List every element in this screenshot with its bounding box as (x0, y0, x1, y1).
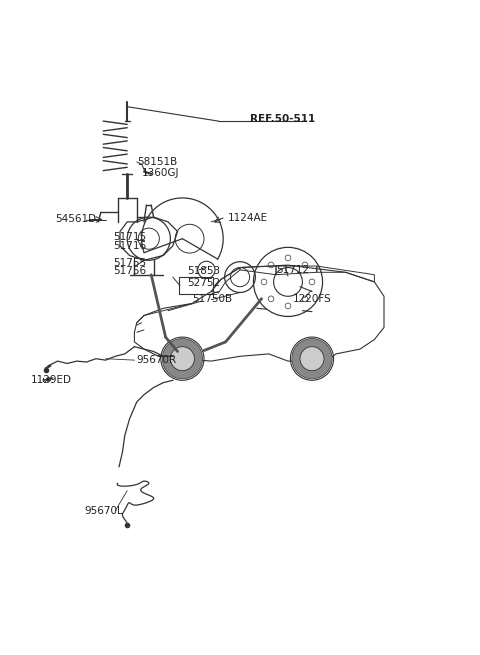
Circle shape (268, 296, 274, 302)
Circle shape (285, 255, 291, 261)
Text: 58151B: 58151B (137, 157, 177, 167)
Circle shape (292, 339, 332, 379)
Circle shape (170, 346, 194, 371)
Text: 95670R: 95670R (137, 355, 177, 365)
Circle shape (309, 279, 315, 285)
Circle shape (162, 339, 203, 379)
Text: 51716: 51716 (113, 241, 146, 251)
Text: 51756: 51756 (113, 267, 146, 276)
Text: 51750B: 51750B (192, 293, 232, 304)
Text: 95670L: 95670L (84, 506, 123, 516)
Circle shape (302, 262, 308, 268)
Circle shape (300, 346, 324, 371)
Circle shape (302, 296, 308, 302)
Text: REF.50-511: REF.50-511 (250, 114, 315, 124)
Text: 1129ED: 1129ED (31, 375, 72, 385)
Text: 51715: 51715 (113, 233, 146, 242)
Text: 51755: 51755 (113, 257, 146, 268)
Text: 54561D: 54561D (55, 214, 96, 225)
Text: 51853: 51853 (187, 267, 220, 276)
Text: 1220FS: 1220FS (293, 293, 332, 304)
Circle shape (268, 262, 274, 268)
Circle shape (285, 303, 291, 309)
Text: 51712: 51712 (276, 265, 309, 275)
Text: 1360GJ: 1360GJ (142, 168, 179, 178)
Text: 52752: 52752 (187, 278, 220, 288)
Circle shape (261, 279, 267, 285)
Text: 1124AE: 1124AE (228, 213, 268, 223)
